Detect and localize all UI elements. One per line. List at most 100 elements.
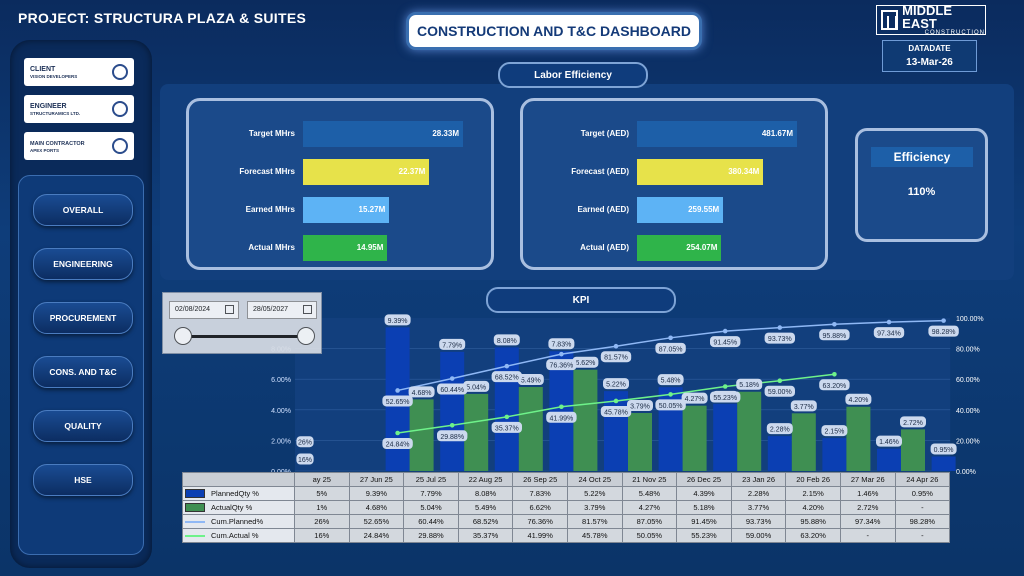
forecast-aed-row: Forecast (AED) 380.34M	[523, 159, 825, 185]
earned-aed-bar: 259.55M	[637, 197, 724, 223]
table-category-header: 26 Dec 25	[676, 472, 732, 487]
legend-swatch	[185, 521, 205, 524]
planned-data-label: 2.28%	[770, 427, 790, 434]
actual-data-label: 4.27%	[685, 396, 705, 403]
table-cell: 24.84%	[348, 528, 405, 543]
actual-data-label: 5.04%	[466, 384, 486, 391]
cum-planned-data-label: 87.05%	[659, 346, 683, 353]
actual-data-label-bg	[627, 400, 653, 412]
table-cell: 41.99%	[512, 528, 568, 543]
nav-hse-button[interactable]: HSE	[33, 464, 133, 496]
planned-data-label: 7.83%	[551, 342, 571, 349]
table-cell: 98.28%	[894, 514, 951, 529]
cum-actual-data-label-bg	[600, 405, 632, 417]
cum-actual-data-label: 59.00%	[768, 389, 792, 396]
target-aed-bar: 481.67M	[637, 121, 797, 147]
cum-actual-point	[777, 378, 783, 384]
actual-data-label-bg	[900, 416, 926, 428]
table-cell: 4.20%	[785, 500, 841, 515]
table-category-header: 24 Apr 26	[894, 472, 951, 487]
efficiency-value: 110%	[907, 186, 936, 198]
table-cell: 68.52%	[457, 514, 514, 529]
calendar-icon[interactable]	[225, 305, 234, 314]
planned-data-label: 1.46%	[879, 439, 899, 446]
cum-planned-data-label: 76.36%	[550, 363, 574, 370]
y-left-tick-label: 6.00%	[271, 377, 291, 384]
table-cell: 2.72%	[839, 500, 896, 515]
table-cell: 4.68%	[348, 500, 405, 515]
actual-bar	[846, 406, 871, 471]
cum-planned-data-label: 68.52%	[495, 375, 519, 382]
table-row: Cum.Planned% 26% 52.65% 60.44% 68.52% 76.36% 8…	[182, 514, 951, 529]
planned-bar	[385, 327, 410, 471]
nav-panel: OVERALL ENGINEERING PROCUREMENT CONS. AN…	[18, 175, 144, 555]
planned-data-label-bg	[493, 334, 520, 346]
actual-data-label: 2.72%	[903, 420, 923, 427]
cum-actual-data-label-bg	[546, 411, 577, 423]
planned-bar	[767, 436, 792, 471]
planned-bar	[494, 347, 519, 471]
planned-data-label: 0.95%	[934, 447, 954, 454]
actual-data-label-bg	[517, 374, 544, 386]
actual-bar	[901, 429, 925, 471]
actual-aed-bar: 254.07M	[637, 235, 722, 261]
table-cell: 0.95%	[894, 486, 951, 501]
table-cell: -	[894, 500, 951, 515]
range-start-handle[interactable]	[174, 327, 192, 345]
end-date-input[interactable]: 28/05/2027	[247, 301, 317, 319]
range-end-handle[interactable]	[297, 327, 315, 345]
data-date-box: DATADATE 13-Mar-26	[882, 40, 977, 72]
cum-planned-point	[722, 328, 728, 334]
cum-planned-data-label-bg	[437, 383, 468, 395]
table-cell: 35.37%	[457, 528, 514, 543]
engineer-logo-icon	[112, 101, 128, 117]
plot-area	[295, 318, 951, 471]
cum-planned-data-label: 26%	[298, 440, 312, 447]
actual-data-label-bg	[845, 393, 872, 405]
actual-bar	[791, 413, 816, 471]
table-cell: 2.28%	[730, 486, 787, 501]
cum-actual-point	[832, 372, 837, 377]
cum-planned-data-label-bg	[655, 342, 686, 354]
forecast-mhrs-bar: 22.37M	[303, 159, 430, 185]
date-range-track[interactable]	[181, 335, 305, 338]
nav-overall-button[interactable]: OVERALL	[33, 194, 133, 226]
cum-planned-data-label-bg	[819, 329, 850, 341]
nav-procurement-button[interactable]: PROCUREMENT	[33, 302, 133, 334]
nav-engineering-button[interactable]: ENGINEERING	[33, 248, 133, 280]
table-category-header: 21 Nov 25	[621, 472, 678, 487]
target-mhrs-row: Target MHrs 28.33M	[189, 121, 491, 147]
planned-bar	[604, 391, 628, 471]
planned-data-label: 9.39%	[388, 318, 408, 325]
planned-data-label: 5.48%	[661, 378, 681, 385]
nav-quality-button[interactable]: QUALITY	[33, 410, 133, 442]
cum-planned-data-label-bg	[546, 359, 577, 371]
cum-actual-line	[397, 373, 835, 434]
planned-data-label: 4.39%	[715, 394, 735, 401]
y-right-tick-label: 20.00%	[956, 438, 980, 445]
y-left-tick-label: 4.00%	[271, 408, 291, 415]
cum-planned-point	[613, 343, 619, 349]
table-cell: 95.88%	[785, 514, 841, 529]
cum-actual-point	[613, 398, 619, 404]
cum-planned-data-label: 97.34%	[877, 331, 901, 338]
table-cell: 87.05%	[621, 514, 678, 529]
cum-actual-point	[449, 422, 455, 428]
table-cell: 60.44%	[403, 514, 459, 529]
planned-data-label-bg	[548, 338, 575, 350]
mhrs-box: Target MHrs 28.33M Forecast MHrs 22.37M Ea…	[186, 98, 494, 270]
calendar-icon[interactable]	[303, 305, 312, 314]
nav-cons-tc-button[interactable]: CONS. AND T&C	[33, 356, 133, 388]
table-cell: 9.39%	[348, 486, 405, 501]
table-cell: 5.18%	[676, 500, 732, 515]
planned-data-label: 7.79%	[442, 342, 462, 349]
planned-bar	[440, 351, 465, 471]
table-series-name: PlannedQty %	[182, 486, 295, 501]
start-date-input[interactable]: 02/08/2024	[169, 301, 239, 319]
cum-planned-point	[886, 319, 892, 325]
table-cell: 55.23%	[676, 528, 732, 543]
cum-planned-data-label: 60.44%	[440, 387, 464, 394]
aed-box: Target (AED) 481.67M Forecast (AED) 380.34…	[520, 98, 828, 270]
table-cell: 76.36%	[512, 514, 568, 529]
table-cell: 29.88%	[403, 528, 459, 543]
